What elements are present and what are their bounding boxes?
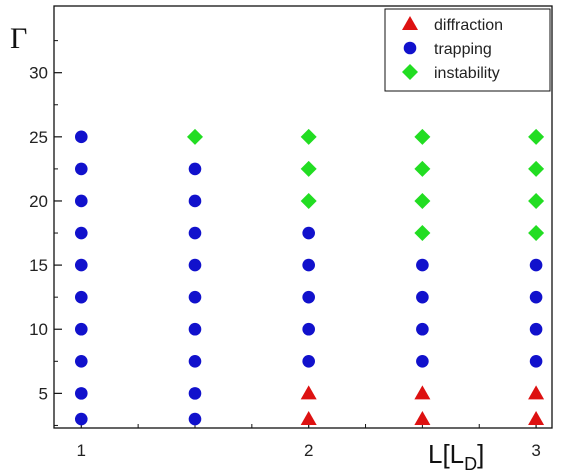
trapping-point xyxy=(529,355,543,368)
legend-diffraction-label: diffraction xyxy=(434,17,503,34)
instability-point xyxy=(528,128,545,145)
trapping-point xyxy=(529,258,543,272)
trapping-point xyxy=(188,322,202,336)
legend-items: diffraction trapping instability xyxy=(402,16,503,82)
legend: diffraction trapping instability xyxy=(384,8,551,92)
diffraction-point xyxy=(414,411,431,426)
legend-instability-label: instability xyxy=(434,65,500,82)
y-tick-label: 25 xyxy=(29,128,48,147)
legend-instability-marker xyxy=(402,64,418,80)
trapping-point xyxy=(302,322,315,336)
trapping-point xyxy=(188,355,202,368)
instability-point xyxy=(528,160,545,177)
trapping-point xyxy=(188,387,202,400)
trapping-point xyxy=(302,290,315,304)
trapping-point xyxy=(74,226,88,240)
trapping-point xyxy=(188,194,202,208)
trapping-point xyxy=(302,355,315,368)
diffraction-point xyxy=(414,385,431,400)
instability-point xyxy=(528,192,545,209)
trapping-point xyxy=(74,194,88,208)
legend-trapping-label: trapping xyxy=(434,41,492,58)
trapping-point xyxy=(416,290,429,304)
trapping-point xyxy=(74,387,88,400)
axis-ticks xyxy=(54,40,537,428)
legend-diffraction-marker xyxy=(402,16,418,30)
trapping-point xyxy=(74,355,88,368)
trapping-point xyxy=(188,258,202,272)
y-tick-label: 20 xyxy=(29,192,48,211)
instability-point xyxy=(528,225,545,242)
trapping-point xyxy=(188,162,202,176)
diffraction-point xyxy=(528,385,545,400)
y-axis-label: Γ xyxy=(10,22,27,55)
instability-point xyxy=(414,128,431,145)
y-tick-label: 5 xyxy=(39,384,48,403)
trapping-point xyxy=(529,290,543,304)
trapping-point xyxy=(74,290,88,304)
trapping-point xyxy=(188,226,202,240)
instability-point xyxy=(300,128,317,145)
x-tick-label: 3 xyxy=(531,441,540,460)
y-tick-label: 15 xyxy=(29,256,48,275)
instability-point xyxy=(186,128,203,145)
trapping-point xyxy=(416,322,429,336)
trapping-point xyxy=(188,412,202,426)
instability-point xyxy=(414,160,431,177)
x-axis-label-close: ] xyxy=(477,439,484,469)
instability-point xyxy=(414,225,431,242)
trapping-point xyxy=(188,290,202,304)
trapping-point xyxy=(74,412,88,426)
x-axis-label-main: L[L xyxy=(428,439,464,469)
legend-trapping-marker xyxy=(403,41,417,55)
x-axis-label: L[LD] xyxy=(428,439,484,474)
y-tick-label: 30 xyxy=(29,64,48,83)
diffraction-point xyxy=(300,385,317,400)
trapping-point xyxy=(529,322,543,336)
x-tick-label: 1 xyxy=(77,441,86,460)
trapping-point xyxy=(74,162,88,176)
instability-point xyxy=(300,192,317,209)
instability-point xyxy=(300,160,317,177)
diffraction-point xyxy=(528,411,545,426)
trapping-point xyxy=(302,258,315,272)
axis-tick-labels: 5 10 15 20 25 30 1 2 3 xyxy=(29,64,541,460)
trapping-point xyxy=(74,322,88,336)
trapping-point xyxy=(416,258,429,272)
x-tick-label: 2 xyxy=(304,441,313,460)
trapping-point xyxy=(74,130,88,144)
data-points xyxy=(74,128,545,426)
x-axis-label-subscript: D xyxy=(464,454,477,474)
instability-point xyxy=(414,192,431,209)
diffraction-point xyxy=(300,411,317,426)
y-tick-label: 10 xyxy=(29,320,48,339)
trapping-point xyxy=(416,355,429,368)
trapping-point xyxy=(74,258,88,272)
trapping-point xyxy=(302,226,315,240)
